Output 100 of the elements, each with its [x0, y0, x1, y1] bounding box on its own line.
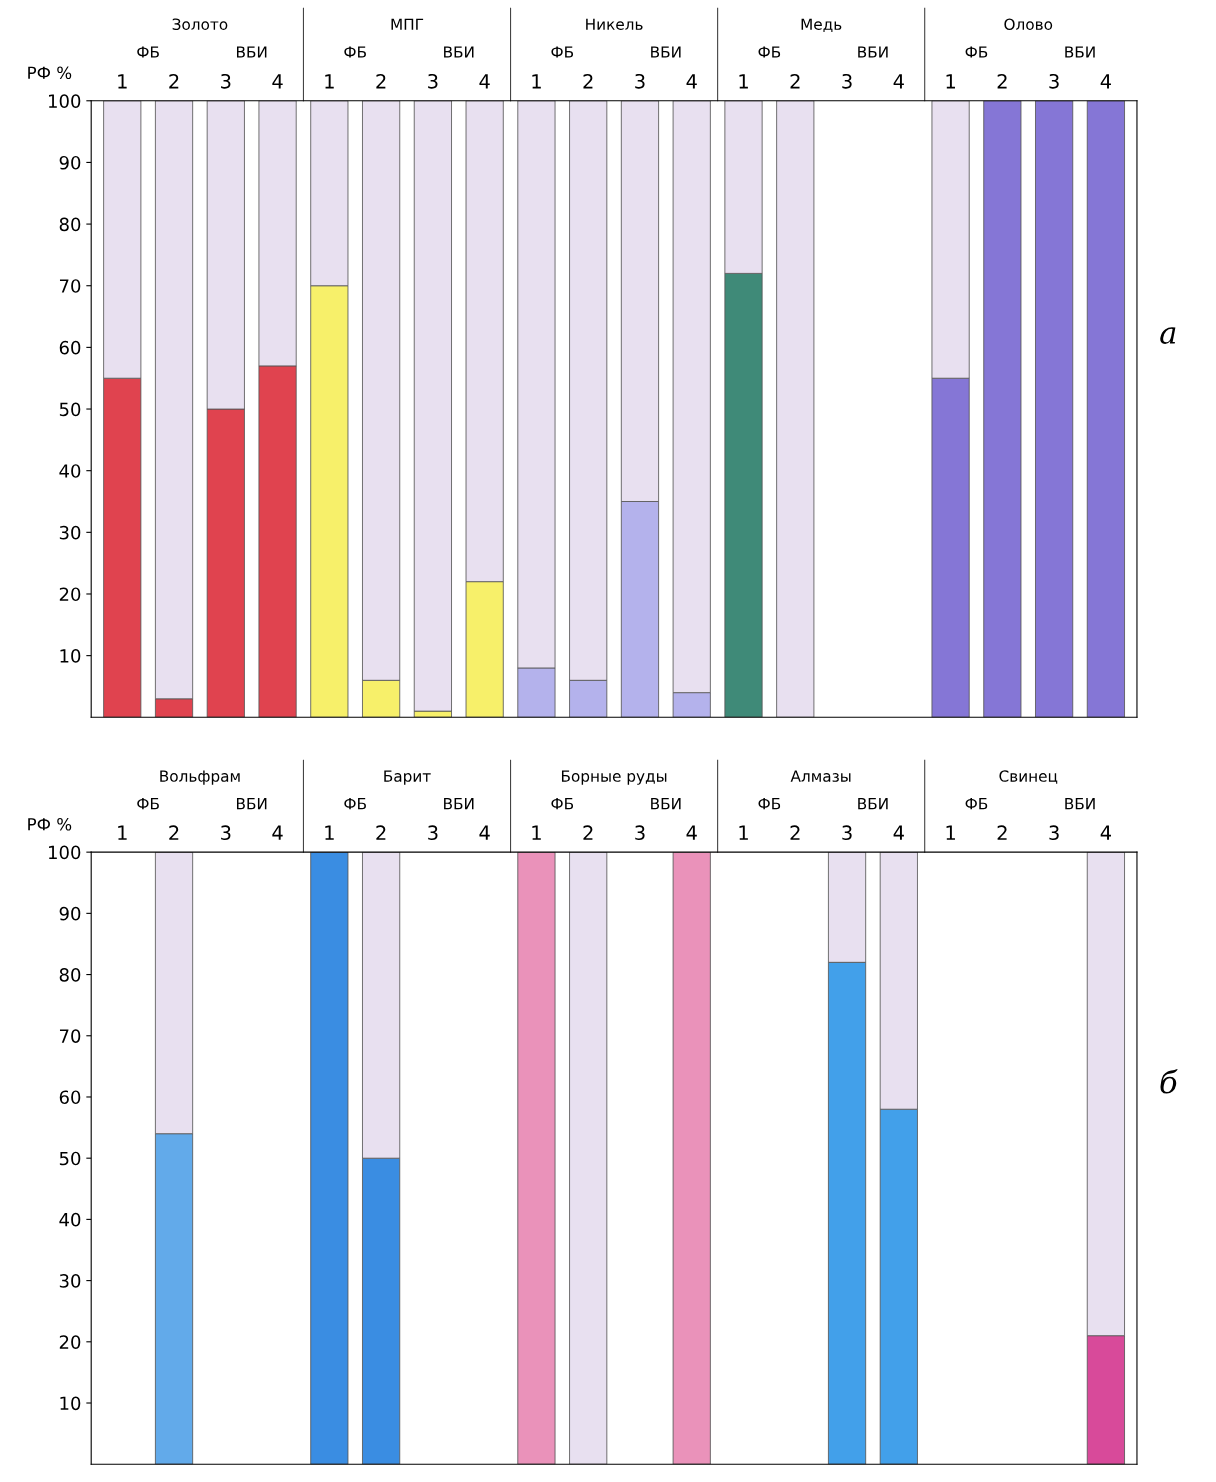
y-tick-label: 20 [59, 587, 81, 602]
text: МПГ [391, 18, 424, 30]
y-tick-label: 70 [59, 1029, 81, 1043]
x-tick-label: 1 [118, 825, 127, 840]
x-tick-label: 2 [997, 73, 1007, 89]
y-tick-label: 50 [59, 402, 81, 417]
x-tick-label: 4 [686, 74, 697, 89]
y-tick-label: 10 [60, 649, 81, 663]
x-tick-label: 1 [532, 825, 541, 840]
text: ВБИ [236, 798, 267, 810]
y-axis-title: РФ % [28, 66, 72, 80]
bar [517, 852, 556, 1465]
text: ВБИ [236, 46, 267, 58]
text: ВБИ [651, 46, 681, 58]
y-tick-label: 60 [59, 1090, 81, 1105]
x-tick-label: 4 [893, 74, 904, 89]
y-tick-label: 20 [59, 1335, 81, 1349]
x-tick-label: 4 [1100, 74, 1111, 89]
y-tick-label: 70 [59, 279, 81, 293]
text: Алмазы [790, 770, 851, 782]
x-tick-label: 3 [221, 825, 231, 841]
x-tick-label: 4 [686, 825, 697, 840]
x-tick-label: 3 [842, 825, 852, 841]
text: ВБИ [1065, 46, 1095, 58]
x-tick-label: 2 [376, 825, 386, 840]
x-tick-label: 2 [997, 825, 1007, 840]
x-tick-label: 3 [1049, 825, 1059, 841]
bar [1086, 100, 1125, 718]
text: ФБ [137, 798, 159, 810]
bar [776, 100, 815, 718]
y-tick-label: 40 [59, 1212, 81, 1227]
x-tick-label: 1 [946, 74, 955, 89]
x-tick-label: 3 [1049, 73, 1059, 89]
y-tick-label: 40 [59, 464, 81, 478]
x-tick-label: 4 [893, 825, 904, 840]
x-tick-label: 3 [842, 73, 852, 89]
text: ФБ [965, 46, 988, 58]
x-tick-label: 1 [739, 825, 748, 840]
text: Олово [1004, 18, 1053, 30]
x-tick-label: 4 [479, 825, 490, 840]
text: ВБИ [651, 798, 681, 810]
x-tick-label: 3 [428, 73, 438, 89]
bar [1035, 100, 1074, 718]
x-tick-label: 1 [118, 74, 127, 89]
y-tick-label: 100 [49, 845, 81, 860]
x-tick-label: 2 [169, 73, 179, 89]
y-tick-label: 100 [49, 94, 81, 108]
text: Свинец [999, 770, 1058, 784]
x-tick-label: 1 [325, 74, 334, 89]
x-tick-label: 4 [479, 74, 490, 89]
x-tick-label: 2 [790, 825, 800, 840]
text: Золото [172, 18, 228, 30]
text: ФБ [551, 798, 574, 810]
text: а [1160, 327, 1176, 344]
x-tick-label: 2 [169, 825, 179, 840]
text: Барит [384, 770, 431, 785]
text: ФБ [137, 46, 159, 58]
x-tick-label: 4 [1100, 825, 1111, 840]
text: ВБИ [444, 46, 474, 58]
text: ФБ [758, 46, 781, 58]
x-tick-label: 2 [376, 73, 386, 89]
text: Никель [586, 18, 643, 30]
bar [569, 852, 608, 1465]
text: ФБ [344, 46, 366, 58]
bar [983, 100, 1022, 718]
text: ФБ [758, 798, 781, 810]
text: ВБИ [1065, 798, 1095, 810]
x-tick-label: 2 [583, 825, 593, 840]
x-tick-label: 1 [325, 825, 334, 840]
y-tick-label: 10 [60, 1396, 81, 1411]
text: Борные руды [561, 770, 667, 785]
x-tick-label: 1 [739, 74, 748, 89]
text: ВБИ [444, 798, 474, 810]
y-tick-label: 50 [59, 1151, 81, 1166]
x-tick-label: 3 [221, 73, 231, 89]
text: ФБ [344, 798, 366, 810]
text: ВБИ [858, 46, 888, 58]
x-tick-label: 4 [272, 74, 283, 89]
x-tick-label: 3 [635, 825, 645, 841]
y-tick-label: 30 [59, 1274, 81, 1288]
y-tick-label: 60 [59, 340, 81, 355]
text: ФБ [965, 798, 988, 810]
y-tick-label: 90 [59, 155, 81, 170]
y-tick-label: 30 [59, 525, 81, 540]
bar [672, 852, 711, 1465]
x-tick-label: 4 [272, 825, 283, 840]
x-tick-label: 1 [532, 74, 541, 89]
x-tick-label: 3 [428, 825, 438, 841]
y-tick-label: 80 [59, 217, 81, 232]
y-axis-title: РФ % [28, 817, 72, 831]
bar [310, 852, 349, 1465]
text: ВБИ [858, 798, 888, 810]
y-tick-label: 80 [59, 968, 81, 982]
y-tick-label: 90 [59, 906, 81, 921]
text: Вольфрам [160, 770, 240, 785]
text: Медь [801, 18, 842, 32]
x-tick-label: 2 [790, 73, 800, 89]
x-tick-label: 1 [946, 825, 955, 840]
x-tick-label: 3 [635, 73, 645, 89]
text: ФБ [551, 46, 574, 58]
